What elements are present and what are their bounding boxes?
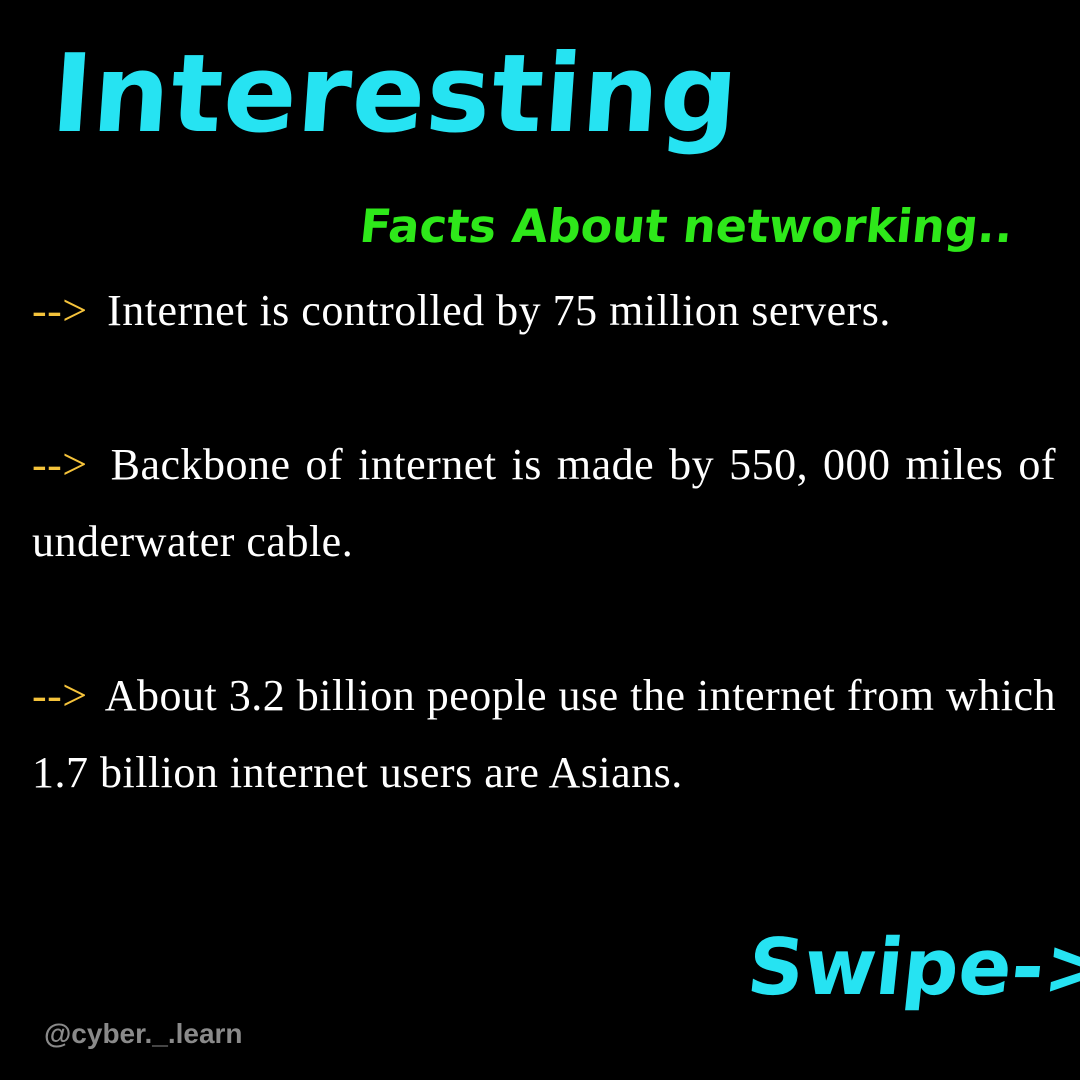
account-handle: @cyber._.learn [44,1018,243,1049]
fact-item: --> About 3.2 billion people use the int… [32,657,1056,811]
page-subtitle: Facts About networking.. [357,199,1016,253]
facts-list: --> Internet is controlled by 75 million… [32,272,1056,888]
fact-item: --> Backbone of internet is made by 550,… [32,426,1056,580]
swipe-prompt: Swipe-> [743,923,1080,1013]
fact-text: Internet is controlled by 75 million ser… [107,286,891,335]
arrow-bullet: --> [32,286,88,335]
arrow-bullet: --> [32,440,88,489]
page-title: Interesting [47,32,743,157]
fact-text: Backbone of internet is made by 550, 000… [32,440,1056,566]
arrow-bullet: --> [32,671,88,720]
fact-item: --> Internet is controlled by 75 million… [32,272,1056,349]
fact-text: About 3.2 billion people use the interne… [32,671,1057,797]
